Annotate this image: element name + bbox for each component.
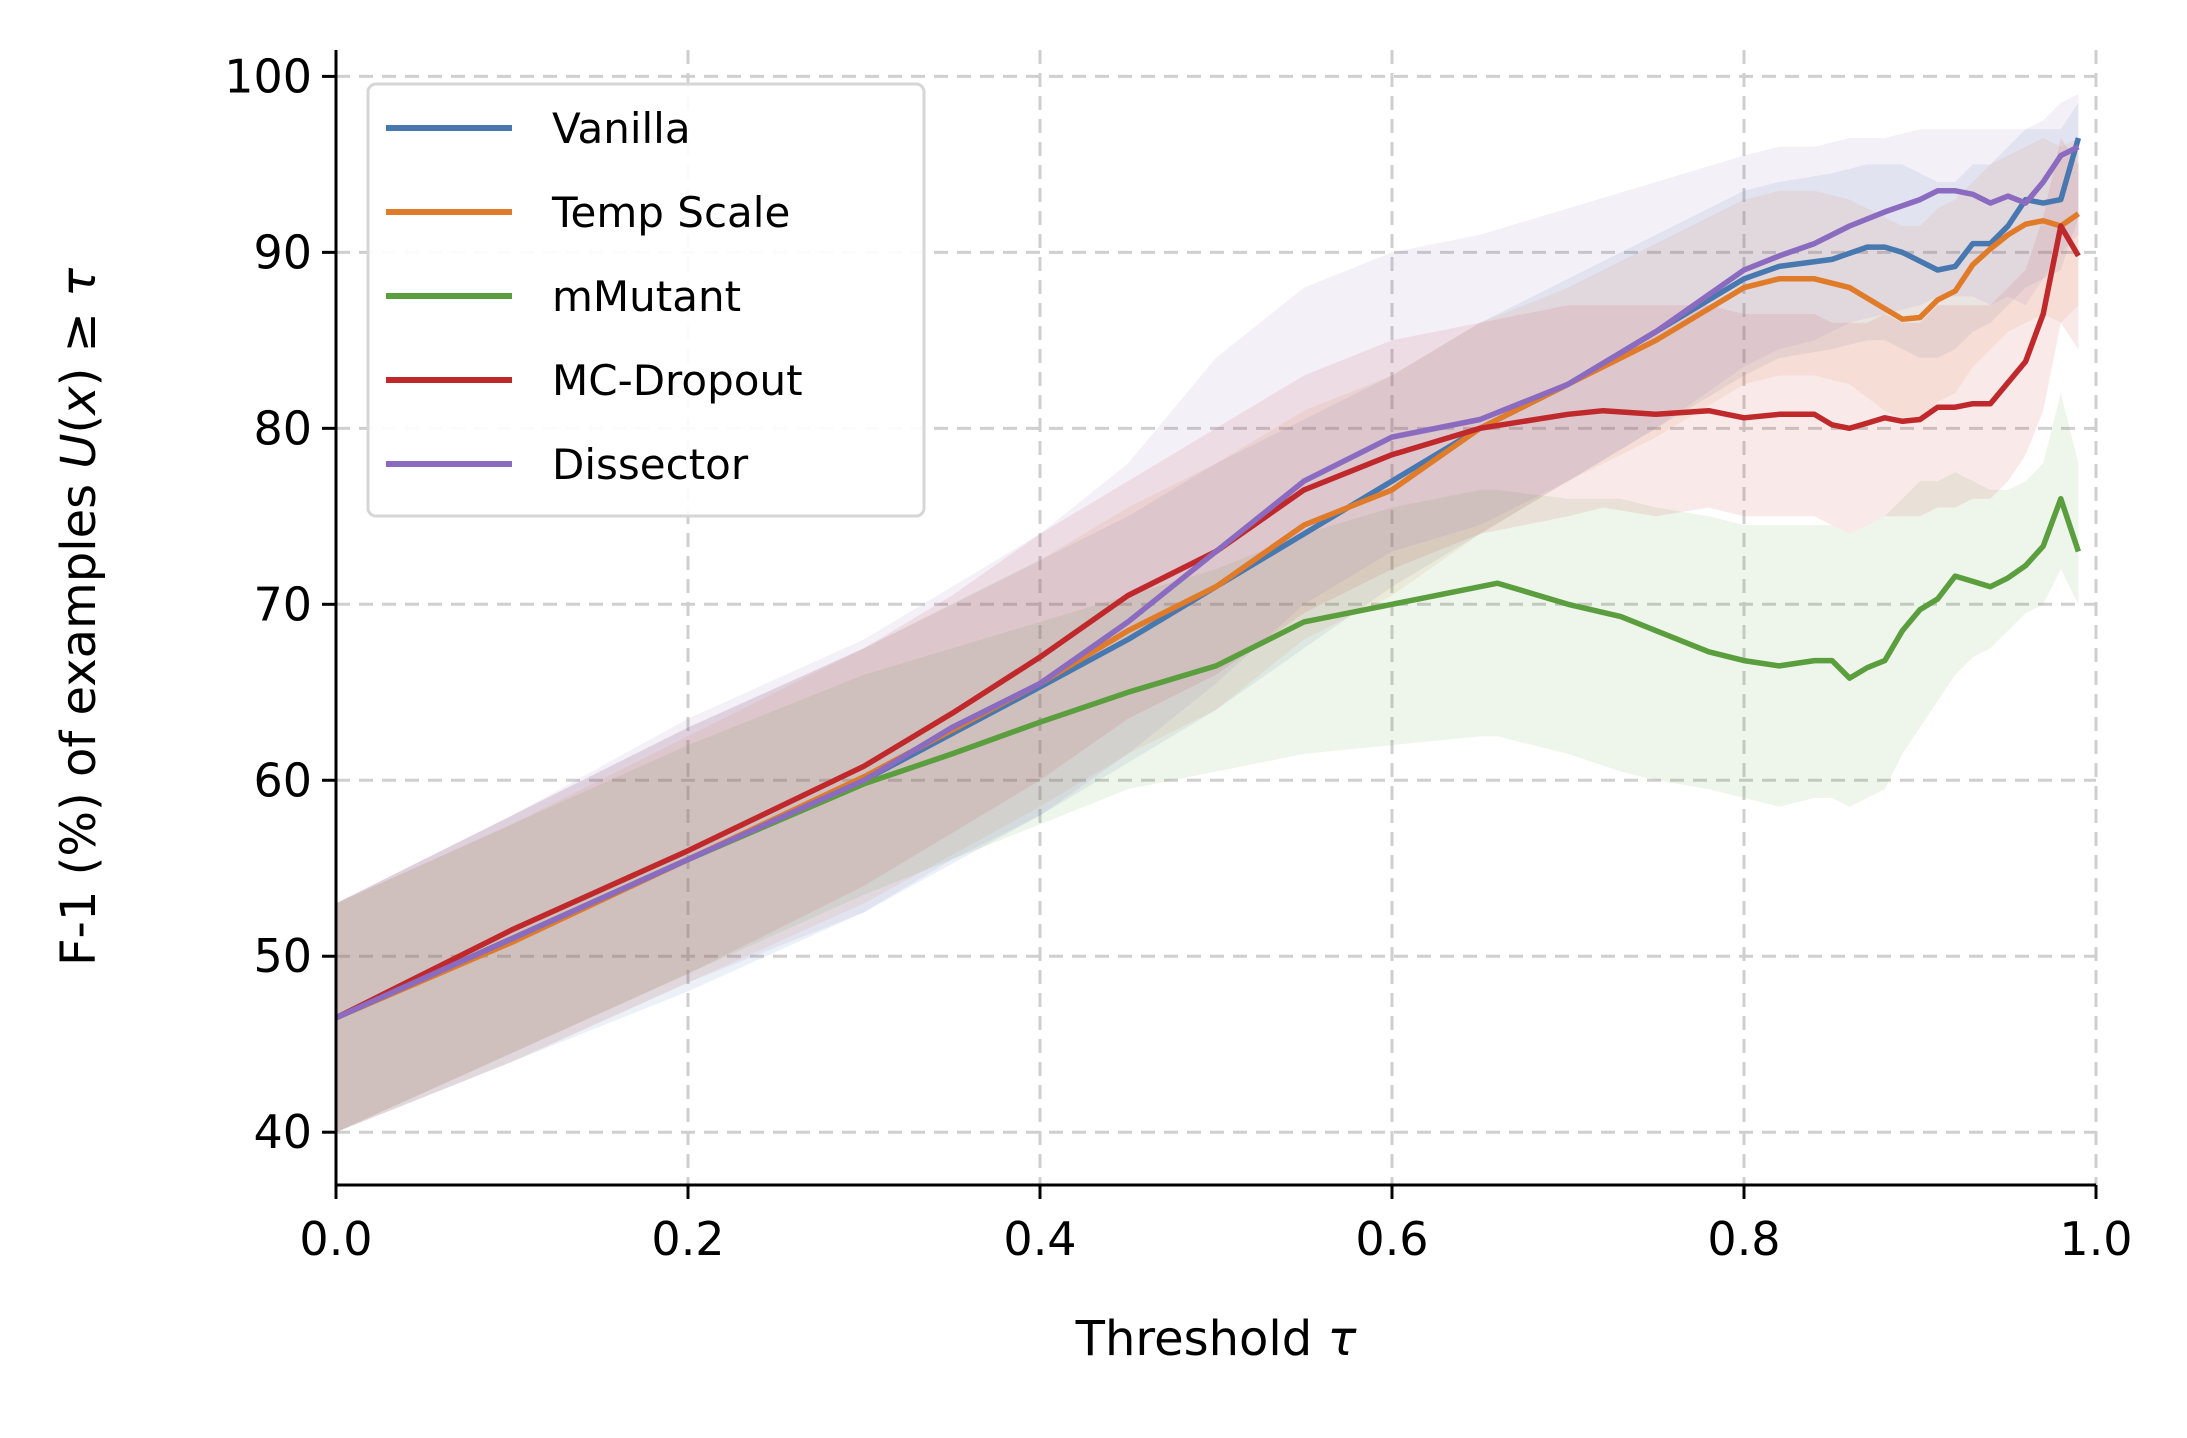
y-tick-label: 100 — [224, 49, 312, 103]
legend-label-vanilla: Vanilla — [552, 104, 691, 153]
temp-scale-line — [334, 211, 2080, 1021]
legend-label-temp-scale: Temp Scale — [551, 188, 790, 237]
temp-scale-band — [336, 138, 2079, 1133]
y-tick-label: 80 — [253, 401, 312, 455]
x-tick-label: 0.0 — [299, 1212, 372, 1266]
legend-label-mmutant: mMutant — [552, 272, 741, 321]
x-tick-label: 0.4 — [1003, 1212, 1076, 1266]
x-axis-title: Threshold τ — [1075, 1311, 1358, 1367]
dissector-band — [336, 94, 2079, 1133]
y-tick-label: 60 — [253, 753, 312, 807]
x-tick-label: 0.6 — [1355, 1212, 1428, 1266]
y-axis-title: F-1 (%) of examples U(x) ≥ τ — [51, 267, 107, 966]
x-tick-label: 0.2 — [651, 1212, 724, 1266]
mc-dropout-band — [336, 138, 2079, 1133]
legend-label-mc-dropout: MC-Dropout — [552, 356, 803, 405]
series-lines — [334, 137, 2082, 1021]
x-tick-label: 0.8 — [1707, 1212, 1780, 1266]
mc-dropout-line — [334, 223, 2081, 1021]
vanilla-line — [334, 137, 2082, 1021]
y-tick-label: 40 — [253, 1105, 312, 1159]
y-tick-label: 90 — [253, 225, 312, 279]
y-tick-label: 70 — [253, 577, 312, 631]
grid-layer — [334, 50, 2098, 1185]
dissector-line — [334, 144, 2080, 1021]
legend-box — [366, 82, 926, 518]
mmutant-band — [336, 393, 2079, 1133]
ticks: 0.0 0.2 0.4 0.6 0.8 1.0 40 50 60 70 80 90 100 — [224, 49, 2132, 1266]
axes — [334, 50, 2096, 1187]
confidence-bands — [336, 94, 2079, 1133]
legend: Vanilla Temp Scale mMutant MC-Dropout Dissec… — [366, 82, 926, 518]
x-tick-label: 1.0 — [2059, 1212, 2132, 1266]
legend-label-dissector: Dissector — [552, 440, 749, 489]
y-tick-label: 50 — [253, 929, 312, 983]
mmutant-line — [334, 495, 2082, 1021]
vanilla-band — [336, 102, 2079, 1133]
